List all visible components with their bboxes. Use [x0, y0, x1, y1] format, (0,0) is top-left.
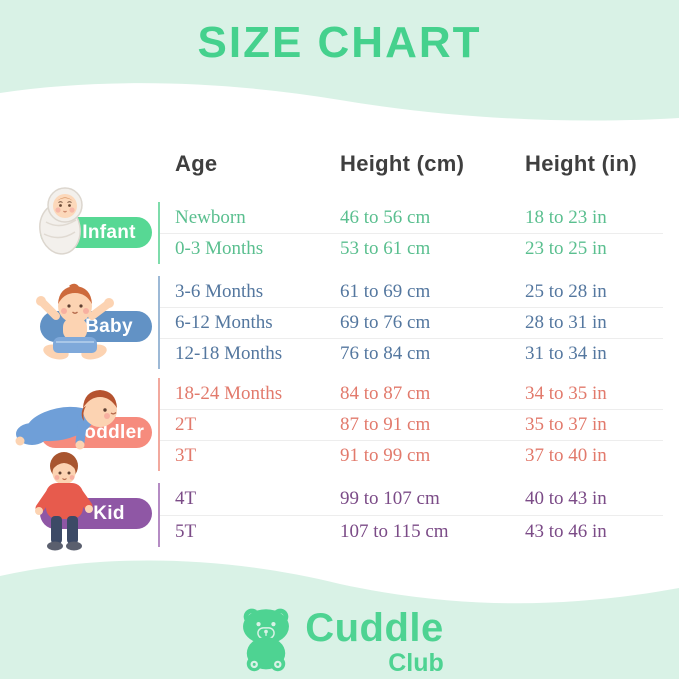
age-cell: 3T [175, 445, 197, 466]
height-cm-cell: 84 to 87 cm [340, 382, 431, 404]
height-in-cell: 37 to 40 in [525, 445, 607, 466]
height-in-cell: 34 to 35 in [525, 382, 607, 404]
header-height-cm: Height (cm) [340, 151, 465, 176]
table-row: 3T 91 to 99 cm 37 to 40 in [160, 440, 663, 471]
brand-wordmark: Cuddle Club [305, 606, 444, 676]
table-row: 0-3 Months 53 to 61 cm 23 to 25 in [160, 233, 663, 264]
toddler-group-label: Toddler [73, 421, 145, 443]
table-row: 5T 107 to 115 cm 43 to 46 in [160, 515, 663, 547]
height-cm-cell: 76 to 84 cm [340, 343, 431, 364]
baby-illustration [36, 283, 114, 360]
table-row: 2T 87 to 91 cm 35 to 37 in [160, 409, 663, 440]
kid-size-group: 4T 99 to 107 cm 40 to 43 in 5T 107 to 11… [158, 483, 663, 547]
height-cm-cell: 99 to 107 cm [340, 488, 440, 509]
age-cell: 2T [175, 414, 197, 435]
brand-subname: Club [388, 649, 444, 677]
age-cell: 6-12 Months [175, 312, 273, 333]
height-in-cell: 25 to 28 in [525, 280, 607, 302]
infant-group-label: Infant [82, 221, 136, 243]
table-row: 6-12 Months 69 to 76 cm 28 to 31 in [160, 307, 663, 338]
height-cm-cell: 69 to 76 cm [340, 312, 431, 333]
baby-size-group: 3-6 Months 61 to 69 cm 25 to 28 in 6-12 … [158, 276, 663, 369]
age-cell: 0-3 Months [175, 238, 264, 259]
height-in-cell: 28 to 31 in [525, 312, 607, 333]
height-in-cell: 35 to 37 in [525, 414, 607, 435]
height-cm-cell: 53 to 61 cm [340, 238, 431, 259]
baby-group-label: Baby [85, 315, 133, 337]
age-cell: 4T [175, 488, 197, 509]
swaddled-infant-illustration [39, 187, 83, 255]
table-row: 18-24 Months 84 to 87 cm 34 to 35 in [160, 378, 663, 409]
height-in-cell: 40 to 43 in [525, 488, 607, 509]
infant-size-group: Newborn 46 to 56 cm 18 to 23 in 0-3 Mont… [158, 202, 663, 264]
kid-group-label: Kid [93, 502, 125, 524]
header-height-in: Height (in) [525, 151, 638, 176]
height-cm-cell: 91 to 99 cm [340, 445, 431, 466]
height-cm-cell: 87 to 91 cm [340, 414, 431, 435]
teddy-bear-icon [243, 608, 290, 672]
height-cm-cell: 46 to 56 cm [340, 206, 431, 228]
age-cell: Newborn [175, 206, 246, 228]
page-title: SIZE CHART [197, 18, 482, 67]
table-header-row: Age Height (cm) Height (in) [158, 148, 663, 180]
height-in-cell: 23 to 25 in [525, 238, 607, 259]
table-row: 3-6 Months 61 to 69 cm 25 to 28 in [160, 276, 663, 307]
table-row: 4T 99 to 107 cm 40 to 43 in [160, 483, 663, 515]
height-in-cell: 31 to 34 in [525, 343, 607, 364]
age-cell: 18-24 Months [175, 382, 283, 404]
kid-illustration [35, 452, 93, 551]
age-cell: 3-6 Months [175, 280, 264, 302]
table-row: 12-18 Months 76 to 84 cm 31 to 34 in [160, 338, 663, 369]
age-cell: 12-18 Months [175, 343, 283, 364]
toddler-illustration [15, 390, 117, 450]
toddler-size-group: 18-24 Months 84 to 87 cm 34 to 35 in 2T … [158, 378, 663, 471]
table-row: Newborn 46 to 56 cm 18 to 23 in [160, 202, 663, 233]
height-in-cell: 18 to 23 in [525, 206, 607, 228]
brand-name: Cuddle [305, 606, 444, 650]
brand-logo: Cuddle Club [0, 606, 679, 676]
height-in-cell: 43 to 46 in [525, 520, 607, 542]
height-cm-cell: 61 to 69 cm [340, 280, 431, 302]
height-cm-cell: 107 to 115 cm [340, 520, 449, 542]
age-cell: 5T [175, 520, 197, 542]
header-age: Age [175, 151, 218, 176]
